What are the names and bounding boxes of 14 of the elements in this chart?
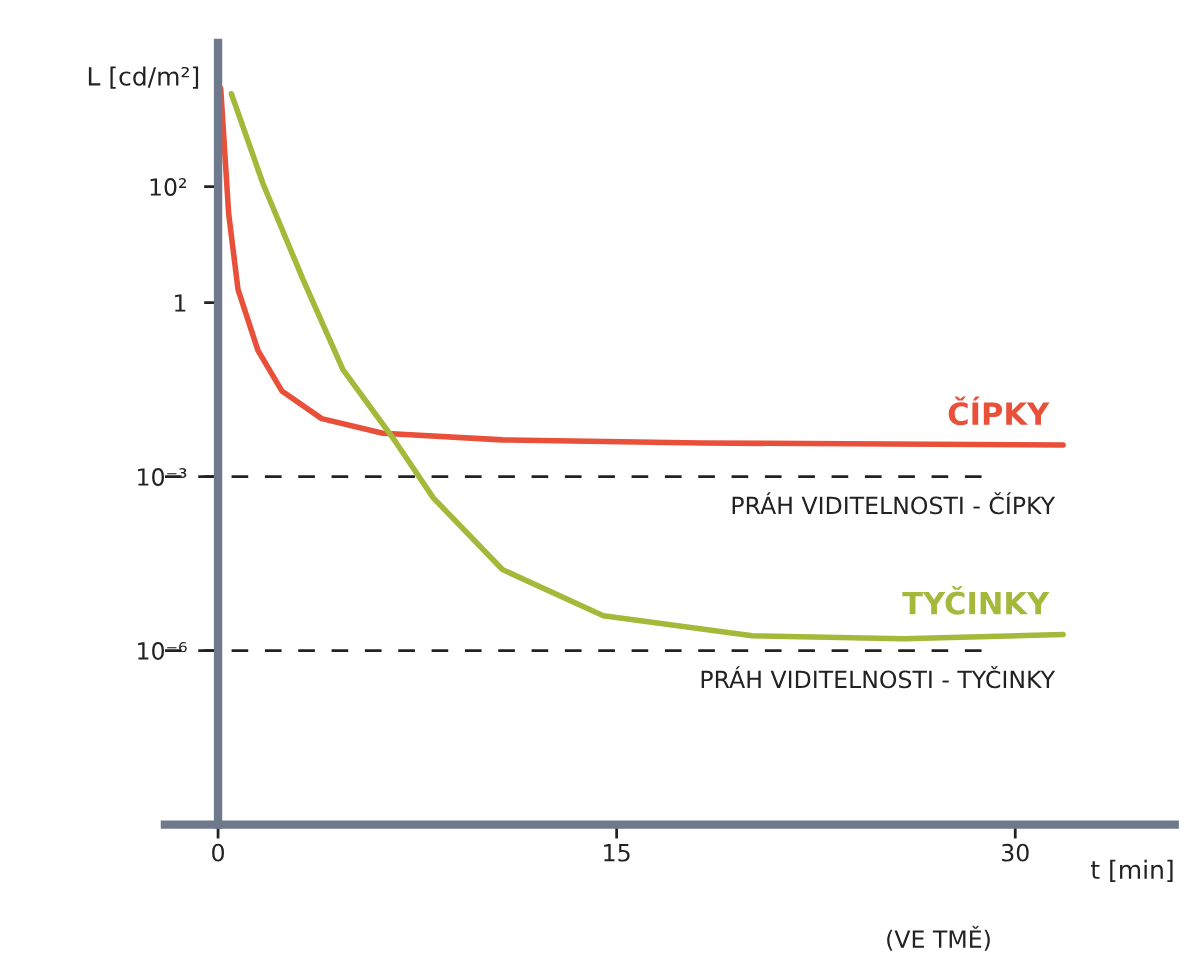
y-tick-label: 10⁻⁶	[138, 642, 187, 660]
y-tick-label: 10²	[150, 178, 187, 196]
y-tick-label: 10⁻³	[138, 468, 187, 486]
series-label: ČÍPKY	[948, 396, 1050, 426]
x-axis-title: t [min]	[1090, 859, 1173, 883]
x-tick-label: 30	[1002, 843, 1029, 862]
x-tick-label: 15	[604, 844, 630, 862]
y-axis-title: L [cd/m²]	[88, 66, 199, 89]
x-tick-label: 0	[212, 843, 224, 862]
series-label: TYČINKY	[902, 585, 1050, 615]
ref-line-label: PRÁH VIDITELNOSTI - ČÍPKY	[732, 492, 1056, 515]
y-tick-label: 1	[175, 294, 186, 312]
ref-line-label: PRÁH VIDITELNOSTI - TYČINKY	[701, 666, 1056, 689]
text: (VE TMĚ)	[887, 925, 990, 951]
